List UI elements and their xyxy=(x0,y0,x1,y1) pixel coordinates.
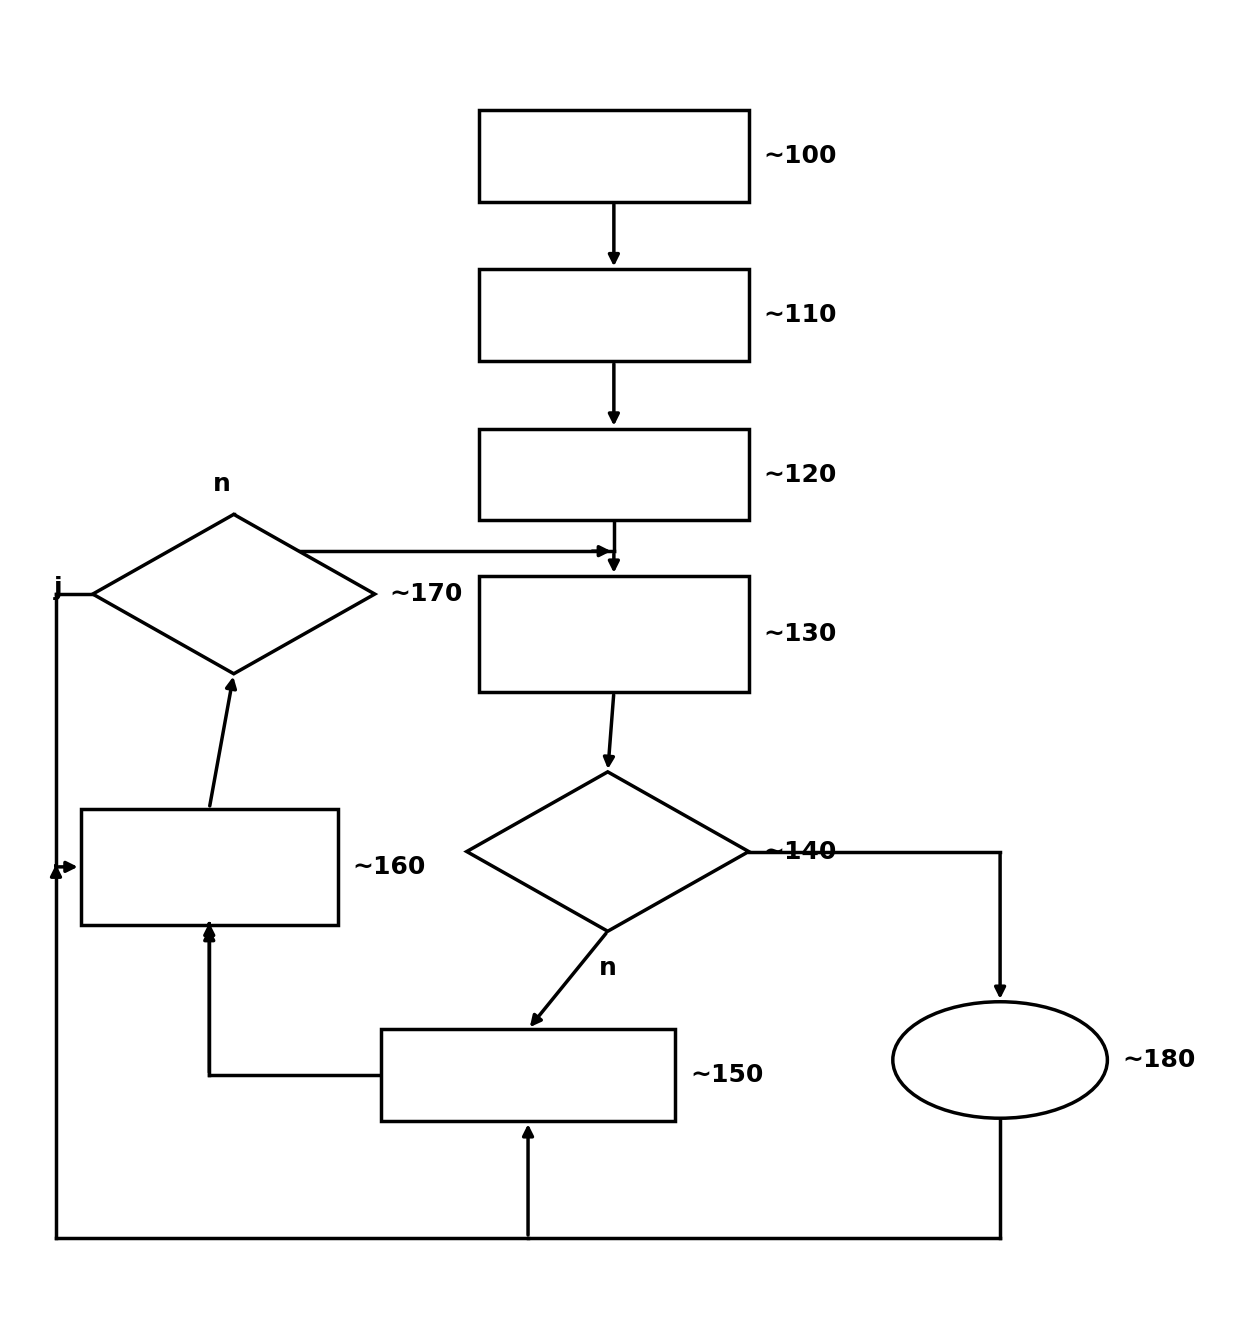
Ellipse shape xyxy=(893,1002,1107,1118)
Text: ∼130: ∼130 xyxy=(764,622,837,646)
Text: ∼160: ∼160 xyxy=(352,855,427,878)
Text: ∼100: ∼100 xyxy=(764,144,837,168)
Polygon shape xyxy=(93,515,374,673)
Text: ∼150: ∼150 xyxy=(689,1064,764,1088)
Text: ∼180: ∼180 xyxy=(1122,1048,1195,1072)
Text: ∼140: ∼140 xyxy=(764,840,837,864)
FancyBboxPatch shape xyxy=(479,576,749,692)
FancyBboxPatch shape xyxy=(381,1029,675,1122)
FancyBboxPatch shape xyxy=(479,269,749,361)
Text: j: j xyxy=(53,576,62,599)
Text: ∼110: ∼110 xyxy=(764,303,837,327)
FancyBboxPatch shape xyxy=(479,429,749,520)
Text: n: n xyxy=(599,955,616,980)
FancyBboxPatch shape xyxy=(81,808,339,925)
FancyBboxPatch shape xyxy=(479,110,749,201)
Text: n: n xyxy=(212,472,231,496)
Text: ∼120: ∼120 xyxy=(764,463,837,487)
Polygon shape xyxy=(466,771,749,931)
Text: ∼170: ∼170 xyxy=(389,582,463,606)
